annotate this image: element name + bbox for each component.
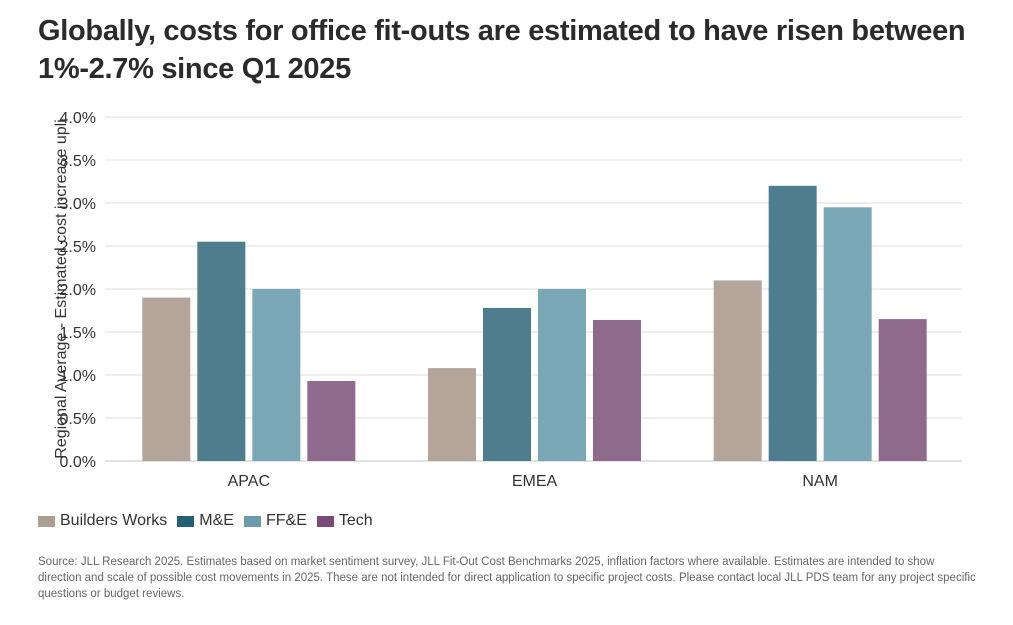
y-tick-label: 0.5% — [60, 411, 96, 428]
legend-swatch — [316, 515, 334, 527]
bar-nam-tech — [878, 319, 927, 461]
bar-emea-m-e — [483, 307, 531, 461]
chart-title: Globally, costs for office fit-outs are … — [38, 15, 966, 85]
bar-nam-ff-e — [823, 207, 872, 461]
bar-apac-ff-e — [252, 289, 301, 461]
y-tick-label: 1.0% — [60, 368, 96, 385]
bar-apac-builders-works — [142, 297, 191, 461]
y-tick-label: 0.0% — [60, 454, 96, 471]
legend-item: FF&E — [243, 512, 307, 530]
y-tick-label: 3.0% — [60, 196, 96, 213]
bar-nam-m-e — [768, 185, 817, 462]
bar-emea-builders-works — [428, 368, 476, 461]
legend-swatch — [177, 515, 195, 527]
x-tick-label: APAC — [228, 473, 270, 490]
y-tick-label: 3.5% — [60, 153, 96, 170]
bar-apac-m-e — [197, 241, 246, 461]
legend-item: Builders Works — [38, 512, 167, 530]
bar-nam-builders-works — [713, 280, 762, 461]
y-tick-label: 2.0% — [60, 282, 96, 299]
y-tick-label: 4.0% — [60, 110, 96, 127]
bar-emea-ff-e — [538, 289, 586, 461]
legend-swatch — [243, 515, 261, 527]
legend-item: Tech — [316, 512, 373, 530]
y-tick-label: 2.5% — [60, 239, 96, 256]
y-tick-label: 1.5% — [60, 325, 96, 342]
legend-label: FF&E — [265, 512, 307, 529]
legend-label: M&E — [199, 512, 234, 529]
legend-label: Builders Works — [60, 512, 168, 529]
legend-label: Tech — [338, 512, 373, 529]
bar-emea-tech — [593, 319, 641, 461]
x-tick-label: EMEA — [512, 473, 558, 490]
y-axis-label: Regional Average - Estimated cost increa… — [53, 119, 70, 458]
source-note: Source: JLL Research 2025. Estimates bas… — [38, 556, 976, 600]
bar-chart: 0.0% 0.5% 1.0% 1.5% 2.0% 2.5% 3.0% 3.5% 4.0%Regi… — [53, 110, 962, 490]
x-tick-label: NAM — [802, 473, 838, 490]
bar-apac-tech — [307, 381, 356, 461]
legend-item: M&E — [177, 512, 234, 530]
legend-swatch — [38, 515, 55, 527]
legend: Builders Works M&E FF&E Tech — [38, 512, 373, 530]
